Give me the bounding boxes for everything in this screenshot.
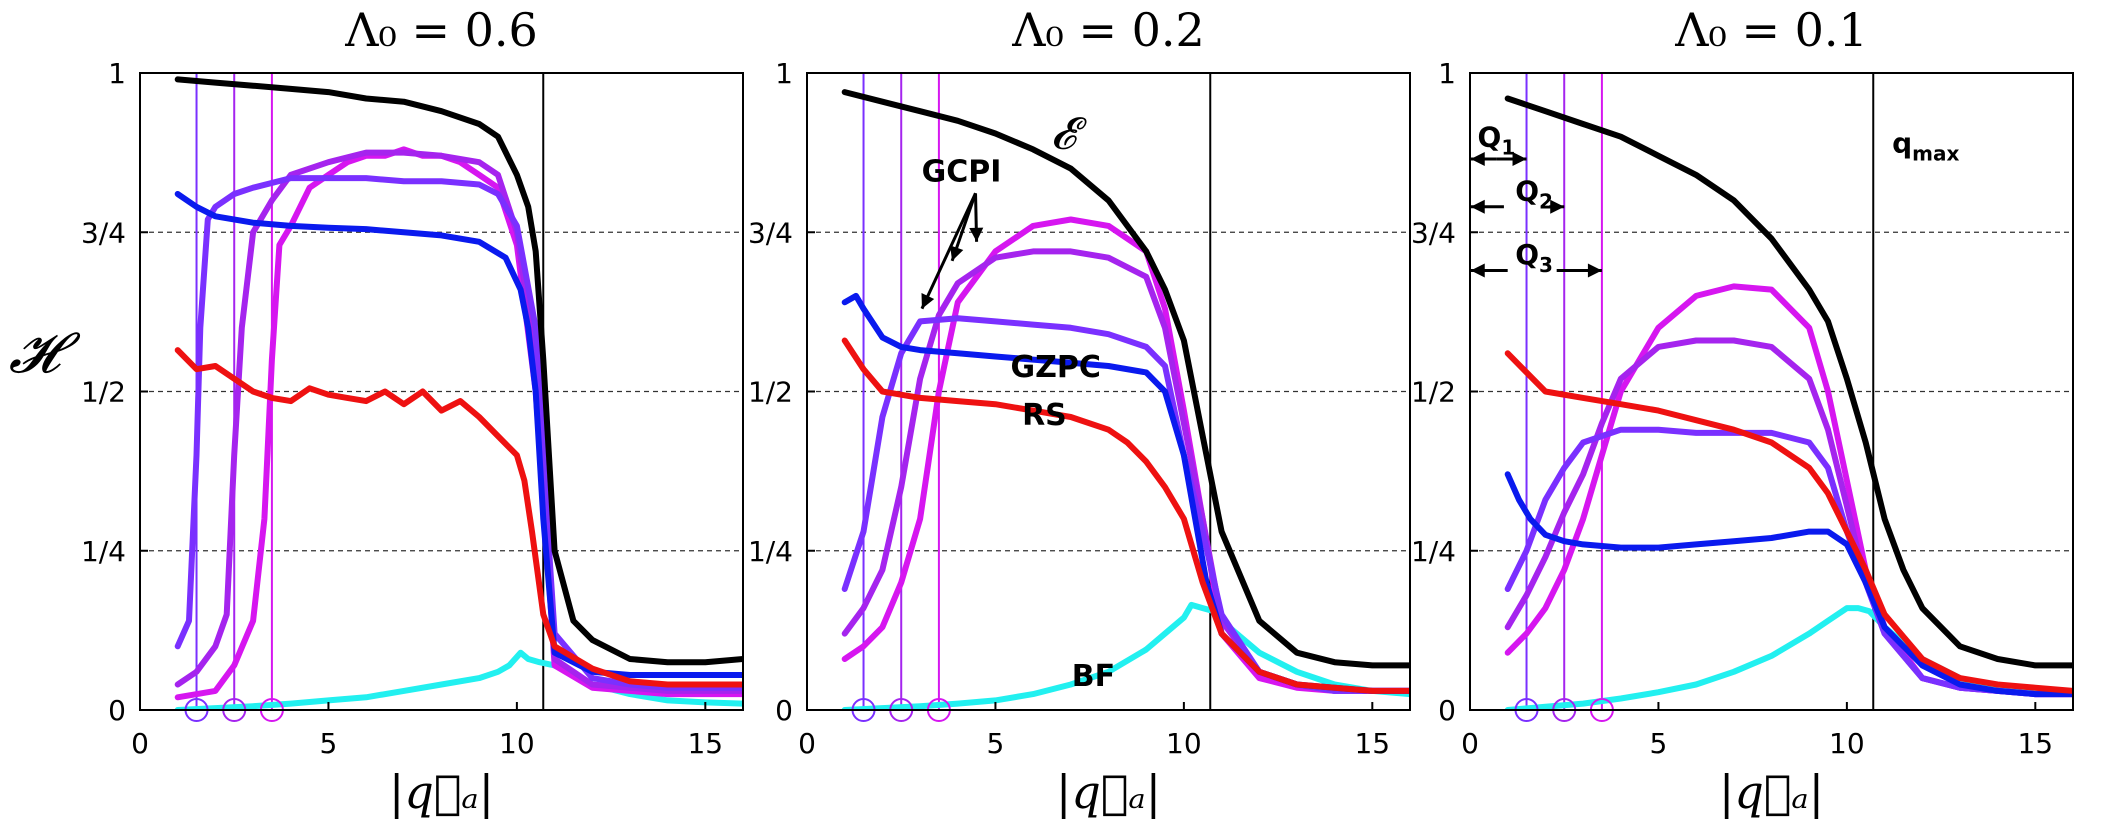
- series-line-bf: [841, 601, 1410, 710]
- label-qmax-subscript: max: [1912, 142, 1959, 166]
- y-tick-label: 1/2: [1411, 376, 1456, 409]
- q1-arrow-right-head: [1512, 151, 1527, 166]
- panel-title: Λ₀ = 0.6: [344, 3, 538, 57]
- panel-title: Λ₀ = 0.1: [1674, 3, 1868, 57]
- y-tick-label: 0: [108, 694, 126, 727]
- label-q2: Q2: [1515, 174, 1553, 213]
- q2-arrow-right-head: [1550, 199, 1565, 214]
- x-tick-label: 10: [1166, 727, 1202, 760]
- gcpi-arrow-1: [920, 192, 977, 310]
- q3-arrow-right-head: [1587, 263, 1602, 278]
- label-q1-subscript: 1: [1501, 135, 1515, 159]
- x-tick-label: 5: [987, 727, 1005, 760]
- x-axis-label: |q⃗ₐ|: [1719, 765, 1824, 819]
- x-tick-label: 15: [1354, 727, 1390, 760]
- x-tick-label: 0: [798, 727, 816, 760]
- y-axis-label: 𝓗: [9, 321, 81, 386]
- y-tick-label: 1: [108, 57, 126, 90]
- y-tick-label: 1/4: [748, 535, 793, 568]
- label-rs: RS: [1022, 398, 1067, 433]
- series-line-bf: [1504, 605, 2073, 710]
- series-line-rs: [174, 347, 743, 688]
- label-q3: Q3: [1515, 238, 1553, 277]
- q2-arrow-left-head: [1470, 199, 1485, 214]
- series-line-e: [174, 76, 743, 666]
- x-tick-label: 10: [1829, 727, 1865, 760]
- series-line-q2: [174, 149, 743, 694]
- gcpi-arrow-2-head: [950, 245, 964, 261]
- y-tick-label: 1/4: [81, 535, 126, 568]
- series-group: [174, 76, 743, 710]
- series-line-rs: [1504, 350, 2073, 694]
- y-tick-label: 3/4: [81, 216, 126, 249]
- series-line-q1: [841, 315, 1410, 694]
- series-line-q1: [174, 175, 743, 691]
- label-gcpi: GCPI: [922, 154, 1002, 189]
- y-tick-label: 1/2: [748, 376, 793, 409]
- series-line-e: [1504, 95, 2073, 669]
- panel-lambda-0-6: 0 5 10 15 0 1/4 1/2 3/4 1 Λ₀ = 0.6 |q⃗ₐ|: [81, 3, 744, 819]
- x-tick-label: 0: [1461, 727, 1479, 760]
- series-group: [1504, 95, 2073, 710]
- series-annotations: 𝓔 GCPI GZPC RS BF: [920, 109, 1115, 694]
- x-axis-label: |q⃗ₐ|: [1056, 765, 1161, 819]
- y-tick-label: 1/2: [81, 376, 126, 409]
- x-tick-label: 0: [131, 727, 149, 760]
- x-tick-label: 15: [2017, 727, 2053, 760]
- y-tick-label: 1: [775, 57, 793, 90]
- x-tick-label: 5: [1650, 727, 1668, 760]
- x-axis-label: |q⃗ₐ|: [389, 765, 494, 819]
- series-line-q3: [841, 216, 1410, 694]
- label-q3-subscript: 3: [1539, 253, 1553, 277]
- x-tick-label: 5: [320, 727, 338, 760]
- series-line-q3: [174, 146, 743, 701]
- series-line-e: [841, 89, 1410, 669]
- panel-title: Λ₀ = 0.2: [1011, 3, 1205, 57]
- panel-lambda-0-2: 0 5 10 15 0 1/4 1/2 3/4 1 Λ₀ = 0.2 |q⃗ₐ| 𝓔 GCPI GZPC R…: [748, 3, 1411, 819]
- gcpi-arrow-1-head: [921, 293, 935, 309]
- y-tick-label: 1: [1438, 57, 1456, 90]
- y-tick-label: 1/4: [1411, 535, 1456, 568]
- series-line-q2: [1504, 337, 2073, 698]
- y-tick-label: 0: [775, 694, 793, 727]
- x-tick-label: 10: [499, 727, 535, 760]
- series-line-q1: [1504, 426, 2073, 698]
- series-line-rs: [841, 337, 1410, 694]
- series-group: [841, 89, 1410, 710]
- y-tick-label: 3/4: [748, 216, 793, 249]
- q1-arrow-left-head: [1470, 151, 1485, 166]
- y-tick-label: 0: [1438, 694, 1456, 727]
- label-e: 𝓔: [1051, 109, 1088, 160]
- label-qmax: qmax: [1892, 127, 1959, 166]
- series-line-gzpc: [174, 191, 743, 678]
- y-tick-label: 3/4: [1411, 216, 1456, 249]
- gcpi-arrow-3-head: [969, 227, 984, 242]
- label-gzpc: GZPC: [1011, 350, 1101, 385]
- series-line-gzpc: [1504, 471, 2073, 698]
- label-bf: BF: [1072, 659, 1115, 694]
- series-line-q3: [1504, 283, 2073, 698]
- q3-arrow-left-head: [1470, 263, 1485, 278]
- x-tick-label: 15: [687, 727, 723, 760]
